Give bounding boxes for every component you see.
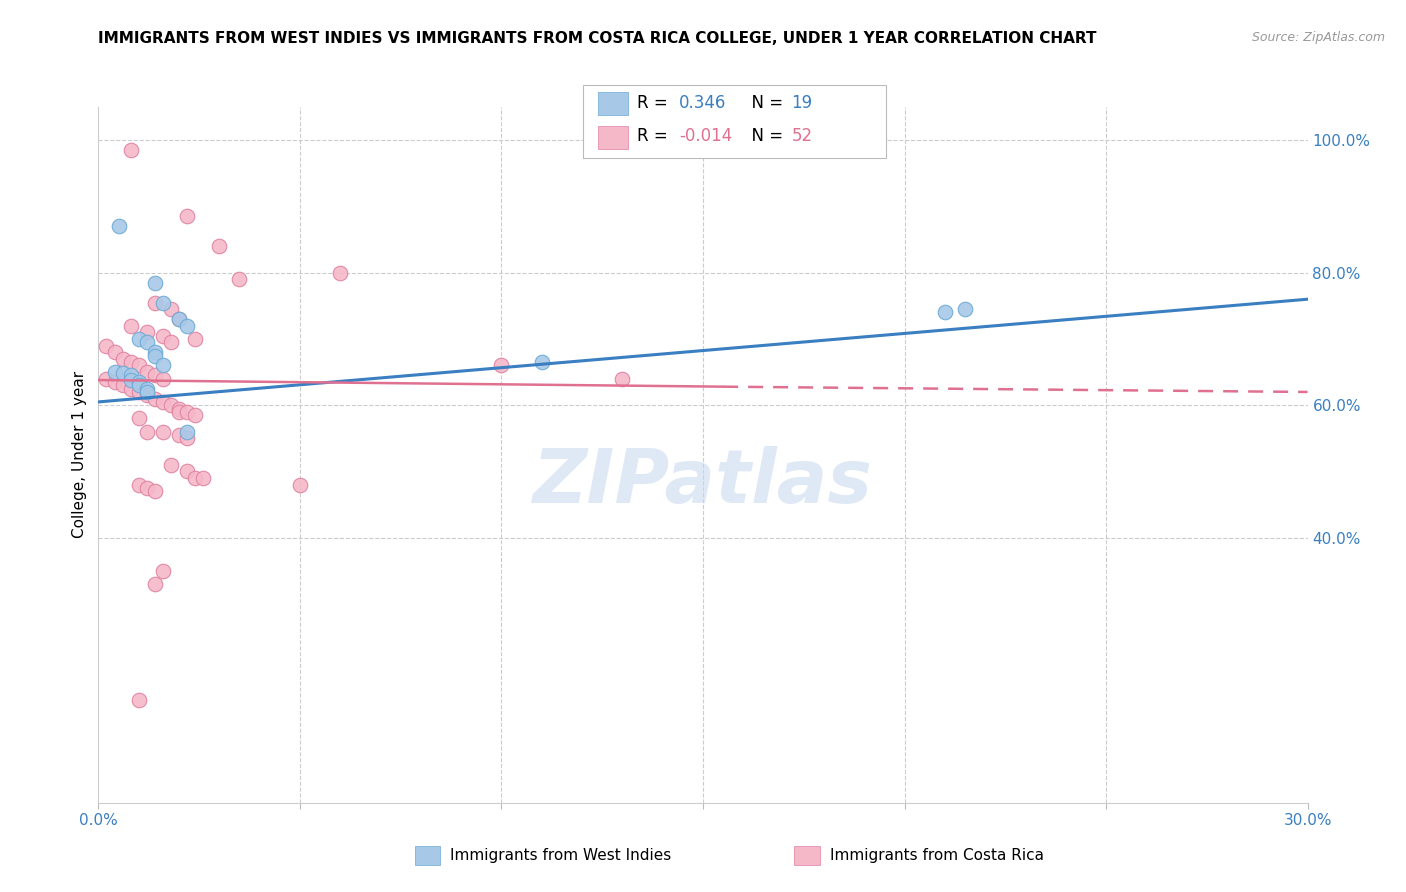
- Text: R =: R =: [637, 94, 673, 112]
- Point: [176, 465, 198, 479]
- Text: ZIPatlas: ZIPatlas: [533, 446, 873, 519]
- Point: [135, 335, 157, 350]
- Point: [184, 471, 207, 485]
- Point: [135, 326, 157, 340]
- Point: [152, 328, 174, 343]
- Text: 0.346: 0.346: [679, 94, 727, 112]
- Point: [176, 318, 198, 333]
- Point: [143, 345, 166, 359]
- Point: [288, 477, 311, 491]
- Point: [934, 305, 956, 319]
- Point: [135, 481, 157, 495]
- Point: [135, 384, 157, 399]
- Point: [167, 428, 190, 442]
- Text: Immigrants from Costa Rica: Immigrants from Costa Rica: [830, 848, 1043, 863]
- Point: [143, 577, 166, 591]
- Point: [184, 408, 207, 422]
- Point: [128, 332, 150, 346]
- Point: [107, 219, 129, 234]
- Point: [176, 425, 198, 439]
- Point: [228, 272, 250, 286]
- Point: [120, 318, 142, 333]
- Point: [152, 425, 174, 439]
- Point: [135, 425, 157, 439]
- Point: [193, 471, 215, 485]
- Point: [152, 372, 174, 386]
- Point: [111, 367, 134, 381]
- Point: [143, 295, 166, 310]
- Point: [135, 365, 157, 379]
- Y-axis label: College, Under 1 year: College, Under 1 year: [72, 371, 87, 539]
- Point: [128, 378, 150, 392]
- Point: [111, 378, 134, 392]
- Text: Immigrants from West Indies: Immigrants from West Indies: [450, 848, 671, 863]
- Point: [120, 373, 142, 387]
- Point: [128, 384, 150, 399]
- Point: [143, 484, 166, 499]
- Text: Source: ZipAtlas.com: Source: ZipAtlas.com: [1251, 31, 1385, 45]
- Point: [120, 355, 142, 369]
- Point: [96, 372, 118, 386]
- Point: [143, 392, 166, 406]
- Point: [167, 312, 190, 326]
- Point: [530, 355, 553, 369]
- Text: 19: 19: [792, 94, 813, 112]
- Point: [176, 405, 198, 419]
- Point: [953, 302, 976, 317]
- Text: R =: R =: [637, 128, 673, 145]
- Text: N =: N =: [741, 128, 789, 145]
- Point: [160, 458, 183, 472]
- Point: [160, 302, 183, 317]
- Point: [111, 351, 134, 366]
- Point: [120, 382, 142, 396]
- Point: [128, 693, 150, 707]
- Point: [96, 338, 118, 352]
- Point: [135, 382, 157, 396]
- Point: [152, 564, 174, 578]
- Point: [103, 375, 125, 389]
- Point: [135, 388, 157, 402]
- Text: IMMIGRANTS FROM WEST INDIES VS IMMIGRANTS FROM COSTA RICA COLLEGE, UNDER 1 YEAR : IMMIGRANTS FROM WEST INDIES VS IMMIGRANT…: [98, 31, 1097, 46]
- Point: [176, 210, 198, 224]
- Point: [491, 359, 513, 373]
- Text: N =: N =: [741, 94, 789, 112]
- Point: [143, 368, 166, 383]
- Point: [120, 368, 142, 383]
- Point: [184, 332, 207, 346]
- Point: [120, 143, 142, 157]
- Point: [143, 276, 166, 290]
- Point: [103, 345, 125, 359]
- Point: [167, 312, 190, 326]
- Point: [103, 365, 125, 379]
- Point: [128, 375, 150, 389]
- Point: [329, 266, 352, 280]
- Text: -0.014: -0.014: [679, 128, 733, 145]
- Point: [152, 395, 174, 409]
- Point: [128, 477, 150, 491]
- Point: [128, 359, 150, 373]
- Point: [167, 401, 190, 416]
- Point: [152, 295, 174, 310]
- Point: [143, 349, 166, 363]
- Point: [160, 335, 183, 350]
- Point: [612, 372, 634, 386]
- Point: [208, 239, 231, 253]
- Text: 52: 52: [792, 128, 813, 145]
- Point: [176, 431, 198, 445]
- Point: [160, 398, 183, 412]
- Point: [128, 411, 150, 425]
- Point: [152, 359, 174, 373]
- Point: [167, 405, 190, 419]
